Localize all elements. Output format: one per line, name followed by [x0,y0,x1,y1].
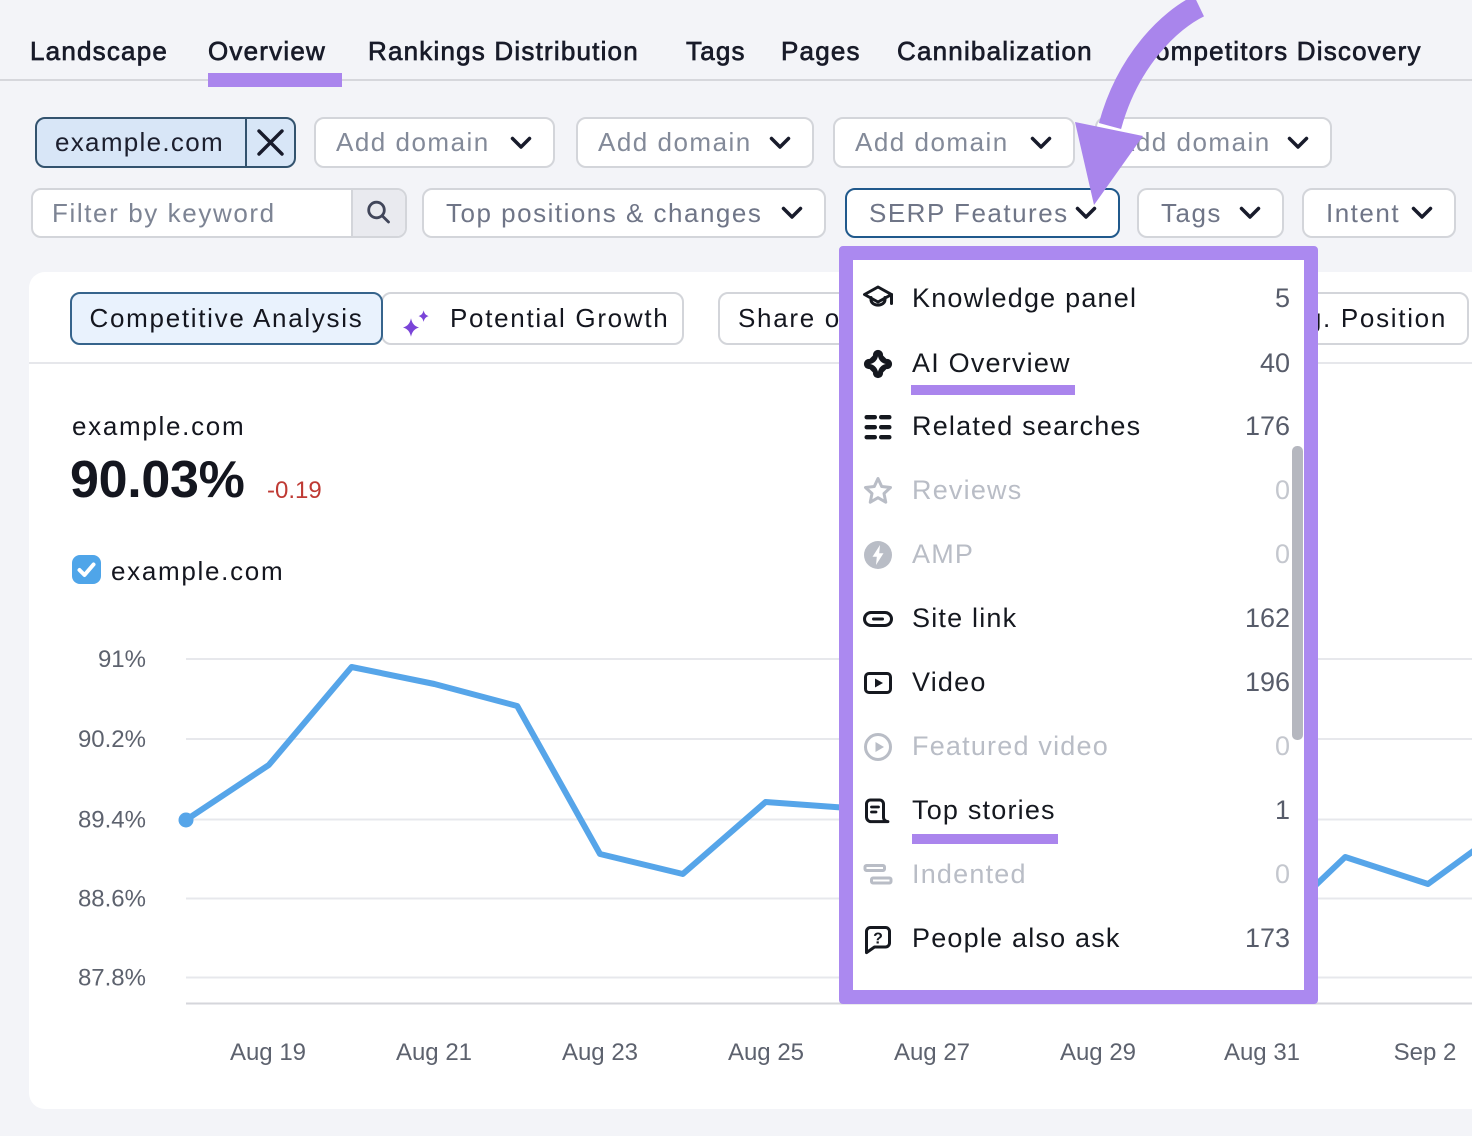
svg-text:Aug 27: Aug 27 [894,1039,970,1066]
svg-text:91%: 91% [98,646,146,673]
svg-text:Aug 19: Aug 19 [230,1039,306,1066]
svg-text:87.8%: 87.8% [78,965,146,992]
svg-text:88.6%: 88.6% [78,886,146,913]
svg-text:90.2%: 90.2% [78,726,146,753]
svg-text:Aug 31: Aug 31 [1224,1039,1300,1066]
svg-text:?: ? [873,930,883,947]
svg-text:Sep 2: Sep 2 [1394,1039,1457,1066]
svg-text:Aug 21: Aug 21 [396,1039,472,1066]
svg-text:Aug 25: Aug 25 [728,1039,804,1066]
svg-text:89.4%: 89.4% [78,807,146,834]
svg-text:Aug 23: Aug 23 [562,1039,638,1066]
svg-text:Aug 29: Aug 29 [1060,1039,1136,1066]
